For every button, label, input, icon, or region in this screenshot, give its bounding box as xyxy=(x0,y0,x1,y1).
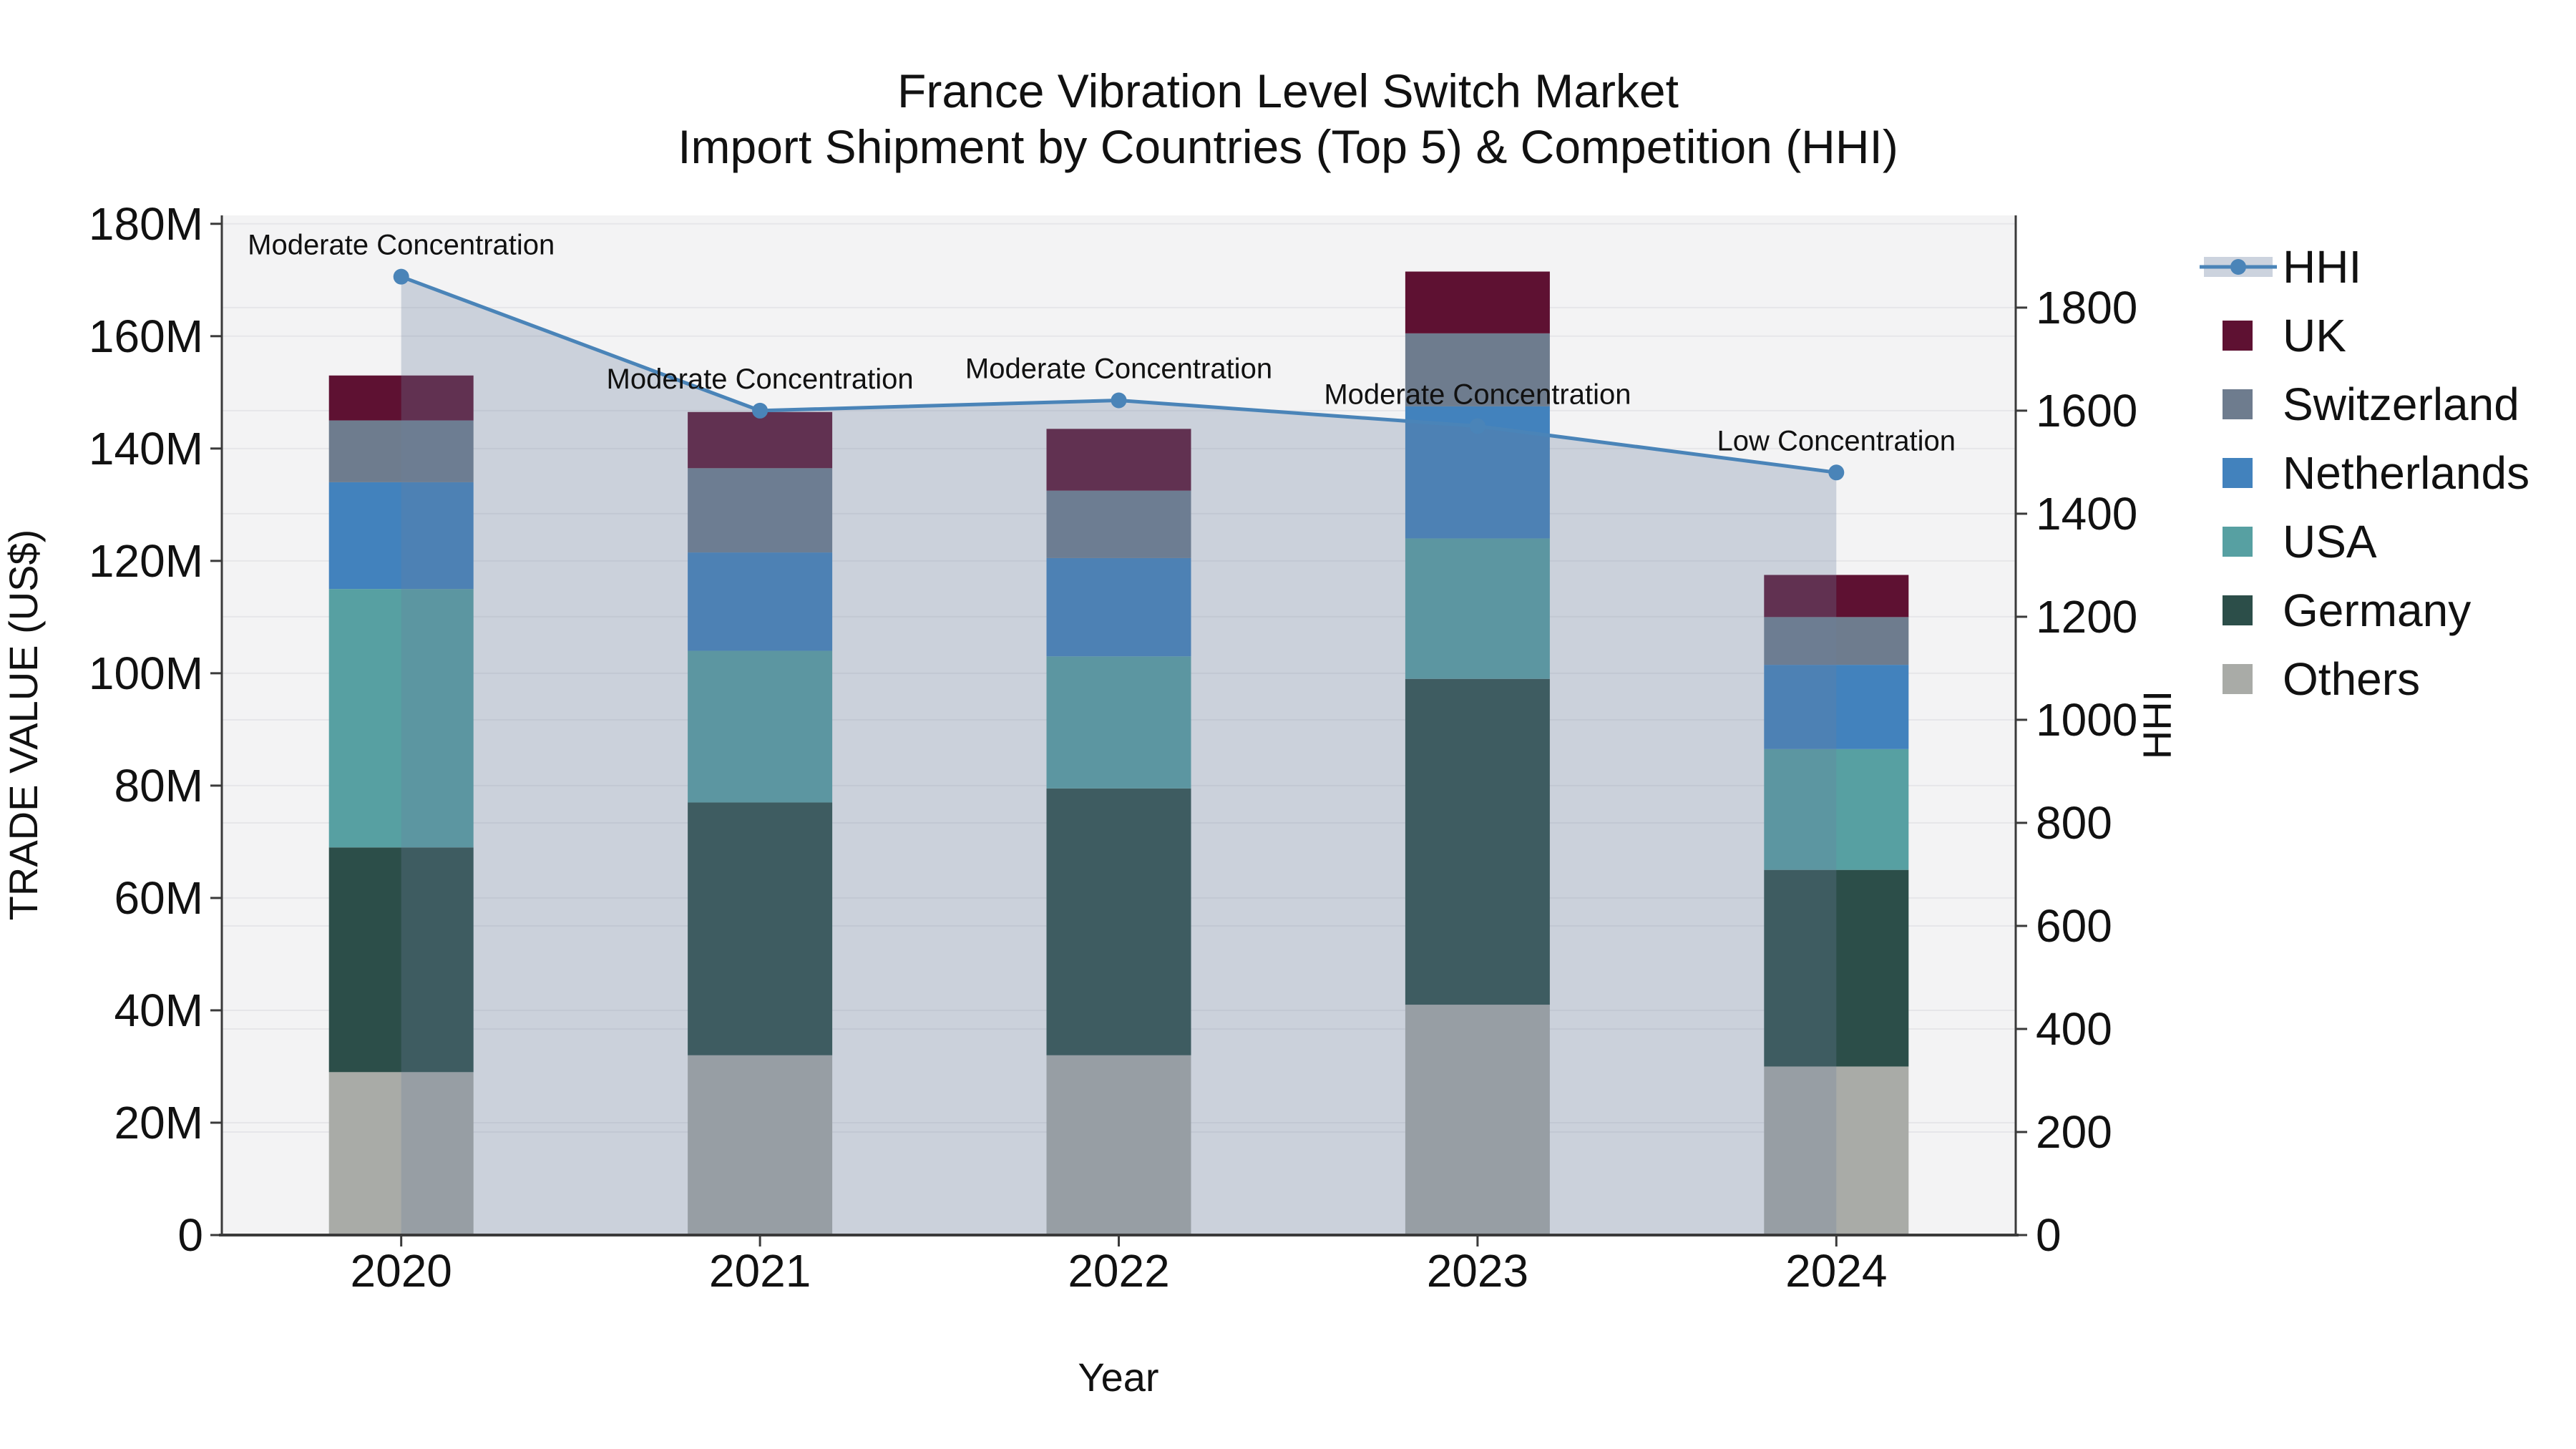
bar-segment-2021-uk xyxy=(688,411,833,469)
bar-segment-2020-usa xyxy=(328,589,474,848)
x-axis-title: Year xyxy=(1078,1355,1158,1400)
legend-swatch-germany xyxy=(2223,595,2253,625)
legend-item-netherlands: Netherlands xyxy=(2223,447,2529,499)
annotation-2020: Moderate Concentration xyxy=(248,230,555,261)
bar-segment-2020-uk xyxy=(328,375,474,421)
legend-label: Germany xyxy=(2283,585,2471,636)
annotation-layer: Moderate Concentration Moderate Concentra… xyxy=(248,230,1956,457)
legend-item-switzerland: Switzerland xyxy=(2223,379,2519,430)
y-left-tick-label: 20M xyxy=(114,1097,204,1148)
hhi-line-layer xyxy=(393,268,1845,481)
legend-label: HHI xyxy=(2283,241,2361,293)
y-right-tick-label: 400 xyxy=(2036,1003,2112,1055)
annotation-2023: Moderate Concentration xyxy=(1324,379,1631,411)
y-right-tick-label: 1800 xyxy=(2036,282,2137,333)
y-left-tick-label: 180M xyxy=(89,198,203,250)
legend-hhi-marker-swatch xyxy=(2230,259,2246,275)
y-left-tick-label: 120M xyxy=(89,535,203,587)
bar-segment-2021-netherlands xyxy=(688,552,833,651)
annotation-2024: Low Concentration xyxy=(1717,425,1956,457)
legend-swatch-switzerland xyxy=(2223,389,2253,419)
bar-segment-2023-usa xyxy=(1405,538,1550,679)
bar-segment-2024-uk xyxy=(1764,575,1909,618)
y-left-axis-title: TRADE VALUE (US$) xyxy=(1,530,46,921)
y-left-tick-label: 60M xyxy=(114,872,204,924)
hhi-area-layer xyxy=(401,276,1837,1235)
x-tick-label-2023: 2023 xyxy=(1427,1245,1528,1297)
bar-segment-2020-germany xyxy=(328,847,474,1073)
legend-item-uk: UK xyxy=(2223,310,2346,361)
axes-layer: 0 20M 40M 60M 80M 100M 120M 140M 160M 180M 0 200 400… xyxy=(89,198,2137,1297)
hhi-marker-2020 xyxy=(393,268,409,285)
x-tick-label-2024: 2024 xyxy=(1785,1245,1887,1297)
bar-segment-2021-switzerland xyxy=(688,468,833,553)
y-right-tick-label: 200 xyxy=(2036,1106,2112,1158)
legend-swatch-others xyxy=(2223,664,2253,694)
x-tick-label-2022: 2022 xyxy=(1068,1245,1169,1297)
y-left-tick-label: 100M xyxy=(89,648,203,699)
x-tick-label-2021: 2021 xyxy=(709,1245,811,1297)
bar-segment-2021-others xyxy=(688,1055,833,1235)
legend-item-germany: Germany xyxy=(2223,585,2471,636)
chart-title-line1: France Vibration Level Switch Market xyxy=(897,64,1679,117)
bar-segment-2023-germany xyxy=(1405,678,1550,1005)
y-left-tick-label: 140M xyxy=(89,423,203,474)
annotation-2021: Moderate Concentration xyxy=(607,364,914,395)
bar-segment-2023-switzerland xyxy=(1405,333,1550,406)
legend-swatch-usa xyxy=(2223,527,2253,557)
y-left-tick-label: 160M xyxy=(89,311,203,362)
bar-segment-2023-uk xyxy=(1405,271,1550,333)
legend-label: USA xyxy=(2283,516,2377,567)
x-tick-label-2020: 2020 xyxy=(351,1245,452,1297)
legend-item-hhi: HHI xyxy=(2200,241,2361,293)
hhi-area-fill xyxy=(401,276,1837,1235)
bar-segment-2021-germany xyxy=(688,802,833,1055)
bar-segment-2024-germany xyxy=(1764,869,1909,1067)
legend-item-others: Others xyxy=(2223,653,2420,705)
y-right-axis-title: HHI xyxy=(2135,691,2180,759)
bar-segment-2020-others xyxy=(328,1072,474,1235)
bar-segment-2024-usa xyxy=(1764,748,1909,870)
bar-segment-2024-others xyxy=(1764,1066,1909,1235)
hhi-marker-2021 xyxy=(752,402,769,419)
stacked-bars-layer xyxy=(328,271,1909,1235)
legend-label: Others xyxy=(2283,653,2420,705)
bar-segment-2024-switzerland xyxy=(1764,617,1909,665)
y-right-tick-label: 1200 xyxy=(2036,591,2137,643)
chart-title-line2: Import Shipment by Countries (Top 5) & C… xyxy=(678,120,1898,173)
y-right-tick-label: 1000 xyxy=(2036,694,2137,746)
y-right-tick-label: 1400 xyxy=(2036,488,2137,540)
bar-segment-2022-usa xyxy=(1046,656,1191,789)
y-left-tick-label: 80M xyxy=(114,760,204,811)
annotation-2022: Moderate Concentration xyxy=(965,353,1272,385)
legend: HHI UK Switzerland Netherlands USA Germany Oth… xyxy=(2200,241,2529,705)
legend-swatch-uk xyxy=(2223,321,2253,351)
bar-segment-2020-switzerland xyxy=(328,420,474,482)
hhi-marker-2023 xyxy=(1469,418,1485,434)
bar-segment-2022-netherlands xyxy=(1046,557,1191,657)
legend-label: Netherlands xyxy=(2283,447,2529,499)
y-right-tick-label: 600 xyxy=(2036,900,2112,952)
bar-segment-2022-uk xyxy=(1046,429,1191,491)
bar-segment-2022-switzerland xyxy=(1046,490,1191,558)
bar-segment-2021-usa xyxy=(688,650,833,803)
legend-label: UK xyxy=(2283,310,2346,361)
hhi-marker-2022 xyxy=(1111,392,1127,409)
bar-segment-2023-others xyxy=(1405,1005,1550,1235)
bar-segment-2024-netherlands xyxy=(1764,665,1909,749)
y-left-tick-label: 0 xyxy=(177,1209,203,1261)
bar-segment-2020-netherlands xyxy=(328,482,474,590)
bar-segment-2022-others xyxy=(1046,1055,1191,1235)
y-right-tick-label: 800 xyxy=(2036,797,2112,849)
y-right-tick-label: 1600 xyxy=(2036,385,2137,436)
y-right-tick-label: 0 xyxy=(2036,1209,2062,1261)
legend-label: Switzerland xyxy=(2283,379,2519,430)
bar-segment-2022-germany xyxy=(1046,788,1191,1055)
legend-item-usa: USA xyxy=(2223,516,2377,567)
y-left-tick-label: 40M xyxy=(114,985,204,1036)
legend-swatch-netherlands xyxy=(2223,458,2253,488)
hhi-marker-2024 xyxy=(1828,464,1845,481)
